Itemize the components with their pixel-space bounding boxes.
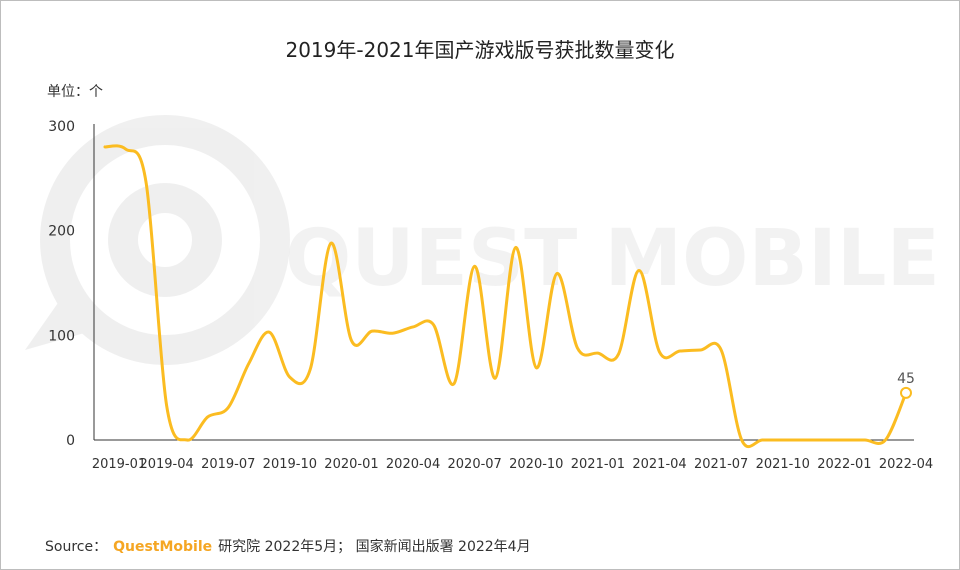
chart-title: 2019年-2021年国产游戏版号获批数量变化	[285, 38, 675, 62]
watermark: QUEST MOBILE	[25, 115, 940, 365]
source-text: 研究院 2022年5月； 国家新闻出版署 2022年4月	[218, 539, 531, 555]
x-tick-label: 2020-10	[509, 457, 563, 472]
watermark-logo-icon	[25, 115, 290, 365]
data-point-marker	[900, 386, 912, 399]
x-tick-label: 2019-04	[139, 457, 193, 472]
data-labels: 45	[897, 371, 915, 399]
x-tick-label: 2020-01	[324, 457, 378, 472]
x-tick-label: 2020-07	[448, 457, 502, 472]
x-tick-label: 2020-04	[386, 457, 440, 472]
watermark-text: QUEST MOBILE	[285, 214, 940, 304]
y-tick-label: 200	[48, 224, 75, 240]
data-label: 45	[897, 371, 915, 387]
x-tick-label: 2021-04	[632, 457, 686, 472]
series-line	[103, 144, 908, 449]
series	[103, 144, 908, 449]
x-tick-label: 2022-04	[879, 457, 933, 472]
x-tick-label: 2019-01	[92, 457, 146, 472]
y-tick-label: 300	[48, 119, 75, 135]
y-tick-label: 0	[66, 433, 75, 449]
source-brand: QuestMobile	[113, 539, 213, 555]
x-tick-label: 2021-01	[571, 457, 625, 472]
x-tick-label: 2019-10	[263, 457, 317, 472]
source-line: Source： QuestMobile 研究院 2022年5月； 国家新闻出版署 2…	[45, 536, 531, 556]
x-tick-label: 2021-10	[756, 457, 810, 472]
x-tick-label: 2019-07	[201, 457, 255, 472]
y-tick-label: 100	[48, 328, 75, 344]
source-label: Source：	[45, 539, 108, 555]
x-tick-label: 2022-01	[817, 457, 871, 472]
unit-label: 单位：个	[47, 84, 103, 100]
x-tick-label: 2021-07	[694, 457, 748, 472]
